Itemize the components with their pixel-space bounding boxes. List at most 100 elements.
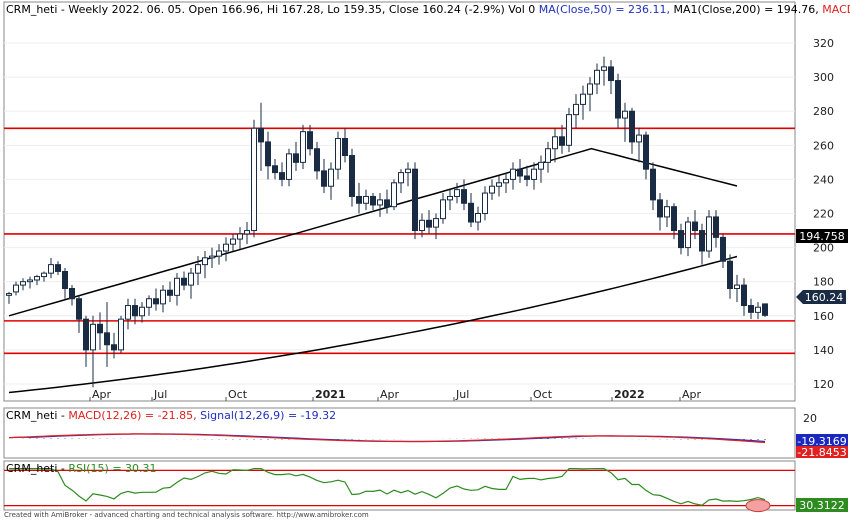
- candle: [573, 94, 579, 129]
- macd-header: CRM_heti - MACD(12,26) = -21.85, Signal(…: [6, 409, 336, 422]
- candle: [748, 298, 754, 320]
- candle: [55, 261, 61, 275]
- candle: [265, 131, 271, 180]
- candle: [314, 141, 320, 180]
- x-tick-label: Oct: [228, 388, 248, 401]
- candle: [461, 179, 467, 211]
- candle: [426, 210, 432, 234]
- x-tick-label: 2022: [614, 388, 645, 401]
- signal-value-tag: -19.3169: [796, 434, 848, 448]
- header-ma50: MA(Close,50) = 236.11,: [539, 3, 670, 16]
- candle: [286, 148, 292, 187]
- y-tick-label: 180: [813, 276, 834, 289]
- y-tick-label: 140: [813, 344, 834, 357]
- candle: [713, 210, 719, 248]
- candle: [307, 124, 313, 156]
- chart-header: CRM_heti - Weekly 2022. 06. 05. Open 166…: [6, 3, 850, 16]
- x-tick-label: Jul: [153, 388, 167, 401]
- candle: [482, 186, 488, 221]
- candle: [447, 189, 453, 211]
- candle: [545, 141, 551, 173]
- candle: [524, 165, 530, 187]
- candle: [601, 56, 607, 86]
- candle: [356, 182, 362, 214]
- candle: [377, 193, 383, 217]
- candle: [230, 233, 236, 251]
- candle: [195, 256, 201, 286]
- candle: [412, 162, 418, 240]
- candle: [237, 227, 243, 250]
- candle: [678, 223, 684, 255]
- candle: [48, 257, 54, 279]
- candle: [160, 285, 166, 313]
- candle: [167, 281, 173, 303]
- candle: [608, 60, 614, 95]
- candle: [391, 179, 397, 211]
- candle: [734, 274, 740, 303]
- x-tick-label: Oct: [533, 388, 553, 401]
- candle: [97, 312, 103, 350]
- candle: [475, 206, 481, 231]
- candle: [552, 128, 558, 163]
- candle: [174, 273, 180, 306]
- y-tick-label: 200: [813, 242, 834, 255]
- candle: [510, 162, 516, 190]
- candle: [258, 102, 264, 171]
- rsi-header: CRM_heti - RSI(15) = 30.31: [6, 462, 157, 475]
- ma200-line: [8, 255, 738, 394]
- rsi-tag-label: 30.3122: [799, 499, 845, 512]
- signal-tag-label: -19.3169: [797, 435, 846, 448]
- candle: [321, 158, 327, 194]
- y-tick-label: 220: [813, 208, 834, 221]
- candle: [293, 141, 299, 171]
- candle: [27, 276, 33, 289]
- candle: [153, 288, 159, 311]
- candle: [188, 268, 194, 299]
- candle: [419, 213, 425, 238]
- rsi-value-tag: 30.3122: [796, 498, 848, 512]
- ma50-line: [8, 147, 738, 317]
- candle: [629, 107, 635, 154]
- candle: [727, 254, 733, 299]
- y-tick-label: 160: [813, 310, 834, 323]
- candle: [146, 295, 152, 316]
- candle: [335, 131, 341, 180]
- rsi-oversold-highlight: [745, 499, 771, 513]
- y-tick-label: 300: [813, 71, 834, 84]
- candle: [440, 193, 446, 224]
- candle: [559, 124, 565, 154]
- candle: [363, 189, 369, 211]
- candle: [517, 158, 523, 183]
- candle: [139, 302, 145, 323]
- candle: [587, 77, 593, 112]
- candle: [272, 158, 278, 180]
- candle: [398, 169, 404, 194]
- rsi-header-ticker: CRM_heti -: [6, 462, 68, 475]
- candle: [83, 315, 89, 367]
- candle: [300, 124, 306, 170]
- candle: [251, 119, 257, 238]
- candle: [622, 102, 628, 142]
- candle: [41, 271, 47, 282]
- candle: [531, 162, 537, 190]
- candle: [209, 247, 215, 269]
- candle: [699, 223, 705, 265]
- candle: [62, 268, 68, 299]
- candle: [125, 298, 131, 330]
- y-tick-label: 320: [813, 37, 834, 50]
- candle: [762, 303, 768, 317]
- candle: [216, 244, 222, 265]
- candle: [650, 162, 656, 211]
- x-tick-label: Jul: [455, 388, 469, 401]
- candle: [566, 107, 572, 153]
- macd-header-ticker: CRM_heti -: [6, 409, 68, 422]
- candle: [538, 155, 544, 183]
- candle: [132, 298, 138, 325]
- candle: [692, 210, 698, 240]
- candle: [118, 315, 124, 354]
- header-price-info: CRM_heti - Weekly 2022. 06. 05. Open 166…: [6, 3, 535, 16]
- macd-pane: 20 CRM_heti - MACD(12,26) = -21.85, Sign…: [3, 407, 848, 459]
- candle: [496, 176, 502, 197]
- y-tick-label: 280: [813, 105, 834, 118]
